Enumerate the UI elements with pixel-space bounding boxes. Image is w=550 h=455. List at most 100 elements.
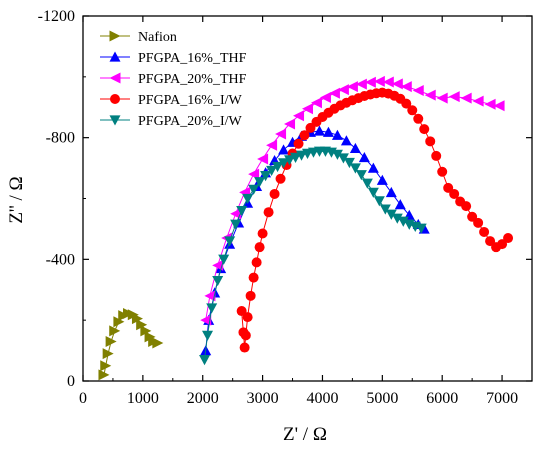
y-axis-label: Z'' / Ω [6, 176, 27, 223]
data-point [152, 337, 164, 349]
data-point [230, 208, 242, 220]
legend: Nafion PFGPA_16%_THF PFGPA_20%_THF PFGPA_16… [100, 30, 247, 129]
data-point [413, 113, 424, 124]
legend-entry: PFGPA_20%_THF [138, 72, 247, 87]
data-point [257, 228, 268, 239]
data-point [355, 78, 367, 90]
data-point [212, 275, 224, 287]
data-point [322, 126, 334, 137]
data-point [376, 174, 388, 185]
data-point [98, 369, 110, 381]
data-point [248, 168, 260, 180]
data-point [328, 87, 340, 99]
data-point [278, 144, 290, 155]
data-point [254, 177, 266, 188]
data-point [224, 236, 236, 247]
x-tick-label: 2000 [187, 390, 219, 407]
data-point [284, 155, 296, 166]
data-point [296, 150, 308, 161]
data-point [230, 219, 242, 230]
data-point [382, 76, 394, 88]
legend-entry: PFGPA_20%_I/W [138, 114, 243, 129]
data-point [218, 254, 230, 265]
data-point [200, 314, 212, 326]
data-point [385, 186, 397, 198]
data-point [313, 125, 325, 136]
data-point [419, 124, 430, 135]
data-point [412, 85, 424, 97]
legend-entry: Nafion [138, 30, 177, 45]
data-point [437, 166, 448, 177]
data-point [343, 157, 355, 169]
data-point [436, 92, 448, 104]
x-tick-label: 1000 [127, 390, 159, 407]
data-point [242, 193, 254, 204]
data-point [310, 97, 322, 109]
y-tick-label: 0 [67, 373, 75, 390]
data-point [102, 348, 114, 360]
data-point [367, 187, 379, 198]
x-tick-label: 3000 [247, 390, 279, 407]
data-point [424, 89, 436, 101]
data-point [367, 162, 379, 173]
data-point [269, 188, 280, 199]
data-point [373, 196, 385, 207]
legend-marker [110, 94, 120, 104]
data-point [319, 92, 331, 104]
axes: 0 1000 2000 3000 4000 5000 6000 7000 0 -400 -800 -1… [38, 8, 533, 407]
series-2 [200, 75, 505, 326]
data-point [266, 139, 278, 151]
data-point [284, 118, 296, 130]
data-point [131, 313, 143, 325]
data-point [293, 138, 304, 149]
data-point [272, 161, 284, 173]
data-point [401, 98, 412, 109]
data-point [293, 110, 305, 122]
data-point [109, 325, 121, 337]
data-point [202, 330, 214, 341]
data-point [275, 128, 287, 140]
data-point [257, 153, 269, 165]
data-point [337, 153, 349, 164]
data-point [346, 81, 358, 93]
x-tick-label: 6000 [426, 390, 458, 407]
data-point [503, 233, 514, 244]
legend-marker [109, 115, 121, 126]
data-point [263, 207, 274, 218]
series-line [205, 80, 500, 321]
data-point [385, 209, 397, 220]
data-point [461, 201, 472, 212]
data-point [373, 75, 385, 87]
y-tick-label: -800 [46, 130, 75, 147]
series-line [205, 130, 425, 351]
data-point [290, 152, 302, 163]
data-point [140, 325, 152, 337]
data-point [400, 81, 412, 93]
legend-marker [109, 72, 121, 84]
data-point [358, 151, 370, 163]
data-point [204, 290, 216, 302]
data-point [331, 129, 343, 140]
data-point [493, 100, 505, 112]
data-point [460, 92, 472, 104]
data-point [425, 136, 436, 147]
data-point [415, 223, 427, 234]
data-point [199, 355, 211, 366]
data-point [361, 178, 373, 189]
data-point [407, 105, 418, 116]
data-point [144, 331, 156, 343]
series-1 [200, 125, 430, 356]
data-point [484, 98, 496, 110]
data-point [236, 205, 248, 217]
series-line [204, 150, 422, 360]
data-point [242, 312, 253, 323]
data-point [479, 226, 490, 237]
data-point [278, 158, 290, 169]
data-point [473, 217, 484, 228]
data-point [364, 76, 376, 88]
y-tick-label: -400 [46, 251, 75, 268]
data-point [206, 303, 218, 314]
data-point [355, 170, 367, 181]
data-point [448, 91, 460, 103]
